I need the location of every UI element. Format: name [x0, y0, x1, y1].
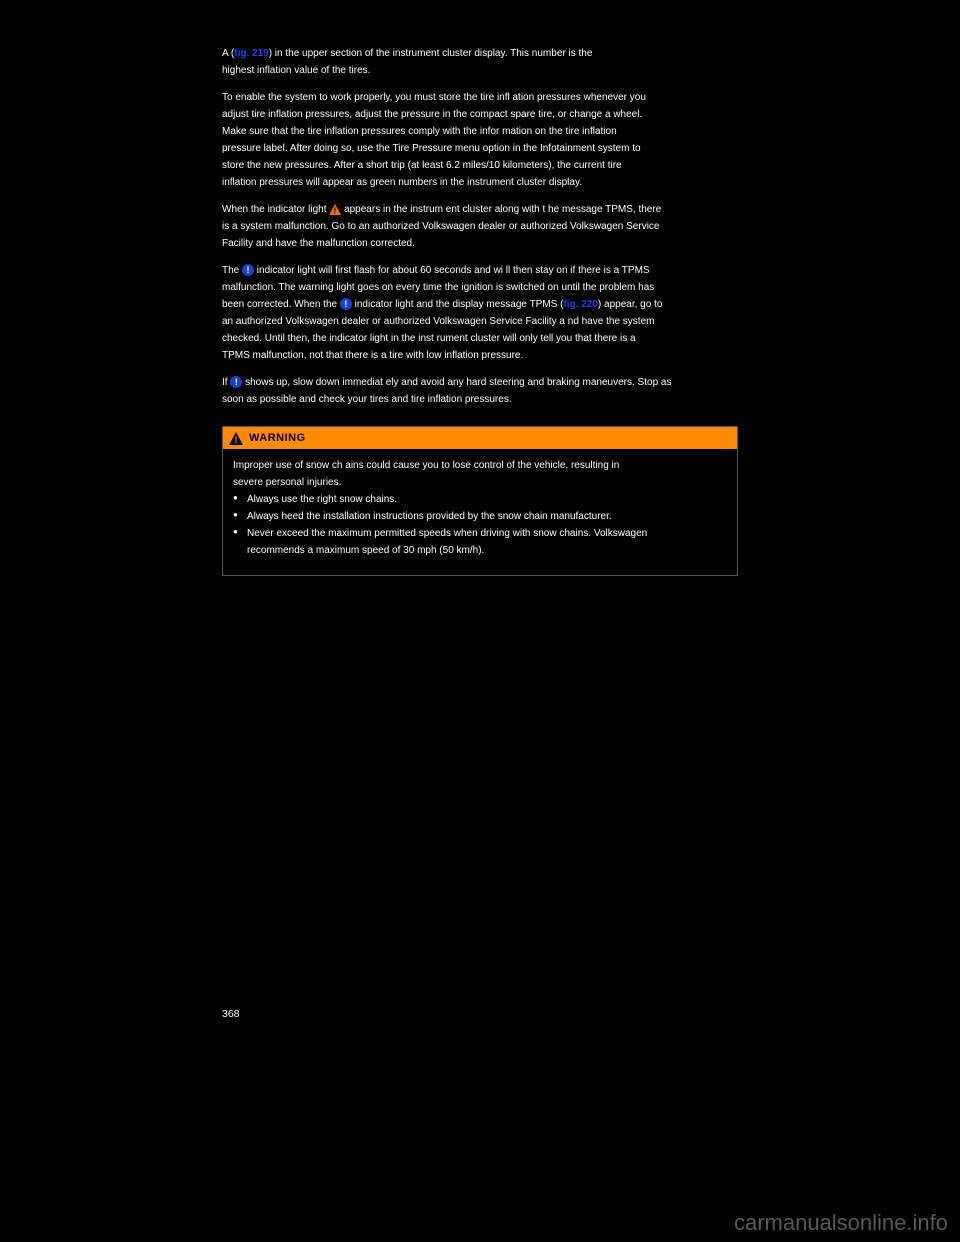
text: ) in the upper section of the instrument…: [269, 48, 543, 59]
svg-text:!: !: [235, 435, 238, 445]
text-line: To enable the system to work properly, y…: [222, 89, 747, 106]
warning-text: severe personal injuries.: [233, 474, 727, 491]
text-line: adjust tire inflation pressures, adjust …: [222, 106, 747, 123]
text: swagen Service Facility a nd have the sy…: [452, 316, 654, 327]
svg-text:!: !: [334, 206, 337, 215]
bullet-text: Always heed the installation instruction…: [247, 508, 727, 525]
text: sure menu option in the Infotainment sys…: [433, 143, 641, 154]
text: A (: [222, 48, 234, 59]
bullet-text: Always use the right snow chains.: [247, 491, 727, 508]
text: store the new pressures. After a short t…: [222, 160, 435, 171]
text-line: When the indicator light ! appears in th…: [222, 201, 747, 218]
text: tell you that there is a: [541, 333, 636, 344]
warning-header: ! WARNING: [223, 427, 737, 449]
text: adjust tire inflation pressures, adjust …: [222, 109, 431, 120]
text: pressure label. After doing so, use the …: [222, 143, 433, 154]
warning-bullet-continuation: recommends a maximum speed of 30 mph (50…: [233, 542, 727, 559]
bullet-icon: ●: [233, 508, 247, 525]
watermark: carmanualsonline.info: [734, 1210, 948, 1236]
text: is a system malfunction. Go to an author…: [222, 221, 453, 232]
text: indicator light will first flash for abo…: [257, 265, 650, 276]
text-line: inflation pressures will appear as green…: [222, 174, 747, 191]
text-line: Make sure that the tire inflation pressu…: [222, 123, 747, 140]
text: severe personal injuries.: [233, 477, 341, 488]
text: shows up, slow down immediat ely and avo…: [245, 377, 671, 388]
text: been corrected. When the: [222, 299, 340, 310]
info-indicator-icon: !: [230, 376, 242, 388]
text: ystem to work properly, you must store t…: [290, 92, 646, 103]
text: To enable the s: [222, 92, 290, 103]
text: inflation pressures will appear as green…: [222, 177, 582, 188]
bullet-icon: ●: [233, 491, 247, 508]
text-line: pressure label. After doing so, use the …: [222, 140, 747, 157]
page-content: A (fig. 219) in the upper section of the…: [222, 45, 747, 576]
figure-link[interactable]: fig. 219: [234, 48, 268, 59]
text: checked. Until then, the indicator light…: [222, 333, 541, 344]
text: indicator light and the display message …: [355, 299, 564, 310]
warning-bullet: ●Never exceed the maximum permitted spee…: [233, 525, 727, 542]
warning-box: ! WARNING Improper use of snow ch ains c…: [222, 426, 738, 576]
warning-triangle-icon: !: [229, 432, 243, 445]
warning-triangle-icon: !: [329, 204, 341, 215]
text-line: an authorized Volkswagen dealer or autho…: [222, 313, 747, 330]
warning-bullet: ●Always use the right snow chains.: [233, 491, 727, 508]
text: Improper use of snow ch ains could cause…: [233, 460, 619, 471]
bullet-icon: ●: [233, 525, 247, 542]
text-line: is a system malfunction. Go to an author…: [222, 218, 747, 235]
text-line: been corrected. When the ! indicator lig…: [222, 296, 747, 313]
text-line: A (fig. 219) in the upper section of the…: [222, 45, 747, 62]
text: malfunction. The warning light goes on e…: [222, 282, 654, 293]
text-line: The ! indicator light will first flash f…: [222, 262, 747, 279]
text: omply with the infor mation on the tire …: [413, 126, 616, 137]
text: highest inflation value of the t: [222, 65, 352, 76]
text-line: If ! shows up, slow down immediat ely an…: [222, 374, 747, 391]
page-number: 368: [222, 1008, 240, 1020]
text: re in the compact spare tire, or change …: [431, 109, 642, 120]
text: soon as possible and check your tires an…: [222, 394, 512, 405]
text: When the indicator light: [222, 204, 329, 215]
text-line: highest inflation value of the tires.: [222, 62, 747, 79]
text: If: [222, 377, 230, 388]
figure-link[interactable]: fig. 220: [563, 299, 597, 310]
bullet-text: recommends a maximum speed of 30 mph (50…: [247, 542, 727, 559]
text: an authorized Volkswagen dealer or autho…: [222, 316, 452, 327]
text-line: TPMS malfunction, not that there is a ti…: [222, 347, 747, 364]
info-indicator-icon: !: [340, 298, 352, 310]
warning-body: Improper use of snow ch ains could cause…: [223, 449, 737, 575]
info-indicator-icon: !: [242, 264, 254, 276]
warning-bullet: ●Always heed the installation instructio…: [233, 508, 727, 525]
text-line: store the new pressures. After a short t…: [222, 157, 747, 174]
warning-text: Improper use of snow ch ains could cause…: [233, 457, 727, 474]
text: appears in the instrum ent cluster along…: [344, 204, 661, 215]
bullet-text: Never exceed the maximum permitted speed…: [247, 525, 727, 542]
text: ires.: [352, 65, 371, 76]
text: ) appear, go to: [598, 299, 663, 310]
text: mber is the: [543, 48, 592, 59]
text-line: checked. Until then, the indicator light…: [222, 330, 747, 347]
text: The: [222, 265, 242, 276]
text: Make sure that the tire inflation pressu…: [222, 126, 413, 137]
text-line: soon as possible and check your tires an…: [222, 391, 747, 408]
text-line: malfunction. The warning light goes on e…: [222, 279, 747, 296]
text-line: Facility and have the malfunction correc…: [222, 235, 747, 252]
text: Facility and have the malfunction correc…: [222, 238, 415, 249]
warning-label: WARNING: [249, 432, 306, 444]
text: st 6.2 miles/10 kilometers), the current…: [435, 160, 621, 171]
text: TPMS malfunction, not that there is a ti…: [222, 350, 523, 361]
text: agen dealer or authorized Volkswagen Ser…: [453, 221, 659, 232]
